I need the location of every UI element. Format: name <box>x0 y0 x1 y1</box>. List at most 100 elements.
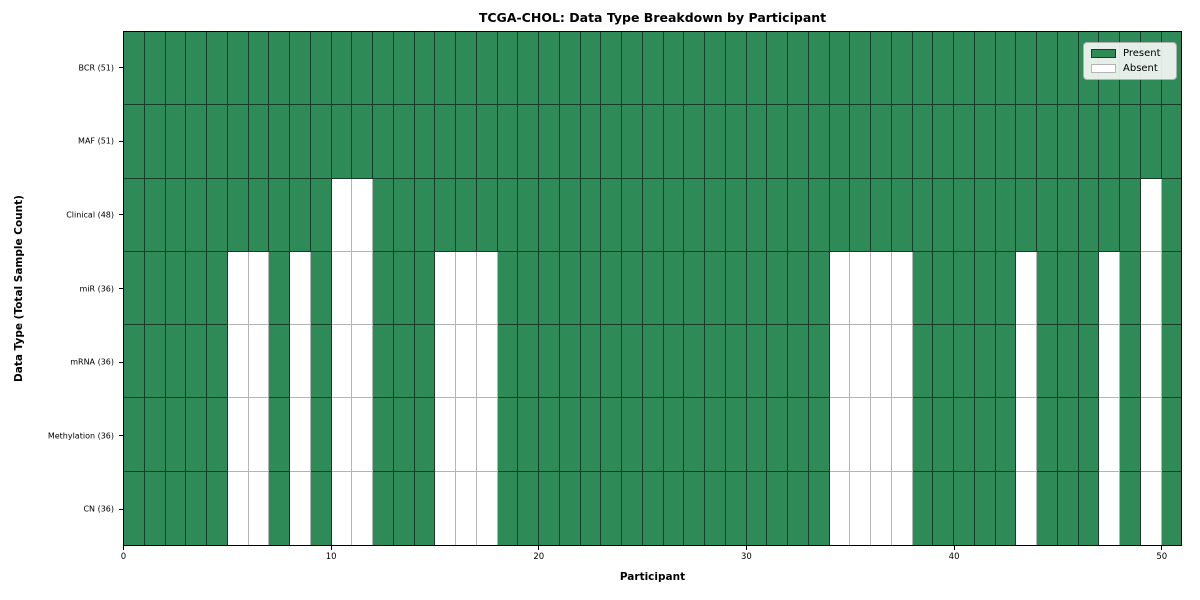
heatmap-cell <box>788 251 809 326</box>
heatmap-cell <box>1120 471 1141 545</box>
heatmap-cell <box>310 398 332 472</box>
heatmap-cell <box>1057 471 1079 545</box>
heatmap-cell <box>373 251 394 326</box>
heatmap-cell <box>788 32 809 106</box>
heatmap-row-BCR <box>124 32 1182 106</box>
x-tick-mark <box>1161 546 1163 550</box>
heatmap-cell <box>684 251 705 326</box>
heatmap-cell <box>1078 471 1100 545</box>
heatmap-cell <box>165 178 187 252</box>
heatmap-cell <box>144 471 166 545</box>
heatmap-cell <box>497 325 519 399</box>
heatmap-row-Methylation <box>124 398 1182 472</box>
heatmap-cell <box>684 32 705 106</box>
heatmap-cell <box>850 32 871 106</box>
heatmap-cell <box>1099 398 1120 472</box>
heatmap-cell <box>1037 251 1058 326</box>
heatmap-cell <box>912 105 934 179</box>
heatmap-cell <box>684 178 705 252</box>
heatmap-cell <box>497 178 519 252</box>
heatmap-cell <box>456 105 477 179</box>
y-tick-label: miR (36) <box>79 284 114 293</box>
x-tick-mark <box>123 546 124 550</box>
heatmap-cell <box>248 32 270 106</box>
heatmap-cell <box>559 178 581 252</box>
heatmap-cell <box>580 471 602 545</box>
heatmap-cell <box>310 325 332 399</box>
heatmap-cell <box>891 32 913 106</box>
heatmap-cell <box>788 471 809 545</box>
heatmap-cell <box>165 398 187 472</box>
heatmap-cell <box>642 32 664 106</box>
heatmap-cell <box>871 178 892 252</box>
heatmap-cell <box>746 325 768 399</box>
heatmap-cell <box>601 325 622 399</box>
heatmap-cell <box>580 251 602 326</box>
x-tick-label: 30 <box>741 552 752 562</box>
heatmap-cell <box>331 178 353 252</box>
y-tick-label: Methylation (36) <box>47 431 114 441</box>
heatmap-cell <box>269 251 290 326</box>
heatmap-cell <box>580 325 602 399</box>
heatmap-cell <box>974 471 996 545</box>
heatmap-cell <box>1016 105 1037 179</box>
heatmap-cell <box>1037 178 1058 252</box>
heatmap-cell <box>227 105 249 179</box>
heatmap-cell <box>310 32 332 106</box>
heatmap-cell <box>808 178 830 252</box>
heatmap-cell <box>767 105 788 179</box>
heatmap-cell <box>622 178 643 252</box>
heatmap-cell <box>788 325 809 399</box>
heatmap-cell <box>290 251 311 326</box>
heatmap-cell <box>767 398 788 472</box>
heatmap-cell <box>435 32 456 106</box>
heatmap-cell <box>1037 398 1058 472</box>
heatmap-cell <box>559 398 581 472</box>
heatmap-cell <box>642 251 664 326</box>
y-tick-label: MAF (51) <box>78 136 114 146</box>
y-tick-mark <box>119 361 123 363</box>
heatmap-cell <box>601 178 622 252</box>
heatmap-cell <box>705 105 726 179</box>
heatmap-cell <box>227 471 249 545</box>
heatmap-cell <box>373 398 394 472</box>
heatmap-cell <box>207 471 228 545</box>
heatmap-cell <box>1016 398 1037 472</box>
heatmap-cell <box>227 32 249 106</box>
heatmap-cell <box>207 251 228 326</box>
heatmap-cell <box>725 471 747 545</box>
heatmap-cell <box>310 178 332 252</box>
heatmap-cell <box>456 398 477 472</box>
x-tick-label: 50 <box>1156 552 1168 562</box>
heatmap-cell <box>456 325 477 399</box>
heatmap-cell <box>290 325 311 399</box>
y-tick-label: CN (36) <box>83 504 114 514</box>
heatmap-cell <box>1099 251 1120 326</box>
heatmap-cell <box>248 398 270 472</box>
heatmap-cell <box>622 471 643 545</box>
heatmap-cell <box>580 398 602 472</box>
heatmap-cell <box>1120 105 1141 179</box>
legend: Present Absent <box>1083 42 1177 80</box>
heatmap-cell <box>539 398 560 472</box>
heatmap-cell <box>352 398 373 472</box>
heatmap-cell <box>850 471 871 545</box>
heatmap-cell <box>165 251 187 326</box>
heatmap-cell <box>518 105 539 179</box>
heatmap-cell <box>290 32 311 106</box>
heatmap-cell <box>352 471 373 545</box>
heatmap-cell <box>165 325 187 399</box>
heatmap-cell <box>684 105 705 179</box>
legend-label-absent: Absent <box>1123 63 1158 74</box>
heatmap-cell <box>725 178 747 252</box>
heatmap-cell <box>663 398 685 472</box>
heatmap-cell <box>642 471 664 545</box>
heatmap-cell <box>559 325 581 399</box>
heatmap-cell <box>497 251 519 326</box>
heatmap-cell <box>871 251 892 326</box>
y-tick-label: BCR (51) <box>78 63 114 73</box>
heatmap-cell <box>186 471 207 545</box>
heatmap-cell <box>788 105 809 179</box>
heatmap-cell <box>269 32 290 106</box>
heatmap-cell <box>414 471 436 545</box>
